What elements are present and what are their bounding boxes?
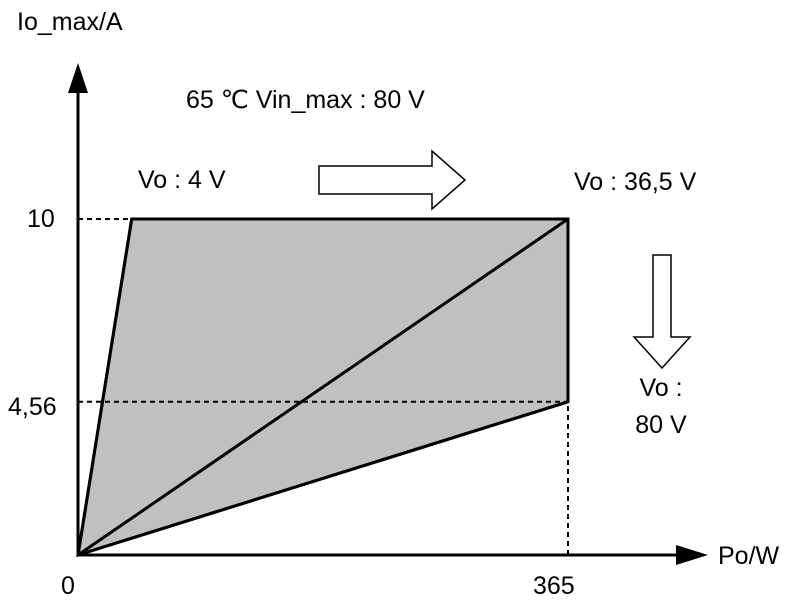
y-axis-label: Io_max/A <box>17 8 123 36</box>
vo-high-annotation-line2: 80 V <box>635 411 687 439</box>
x-axis-label: Po/W <box>718 542 780 570</box>
down-arrow-icon <box>632 254 692 370</box>
y-tick-label-10: 10 <box>27 205 55 233</box>
x-tick-label-0: 0 <box>61 572 75 600</box>
vo-high-annotation-line1: Vo : <box>639 374 683 402</box>
x-tick-label-365: 365 <box>533 572 575 600</box>
y-tick-label-4-56: 4,56 <box>8 393 57 421</box>
x-axis-arrowhead <box>676 545 708 565</box>
operating-region-outline <box>76 217 570 558</box>
vo-low-annotation: Vo : 4 V <box>138 166 226 194</box>
y-axis-arrowhead <box>68 63 88 93</box>
right-arrow-icon <box>318 149 467 211</box>
vo-mid-annotation: Vo : 36,5 V <box>574 168 697 196</box>
series-line-2 <box>77 217 569 557</box>
condition-annotation: 65 ℃ Vin_max : 80 V <box>186 86 425 114</box>
